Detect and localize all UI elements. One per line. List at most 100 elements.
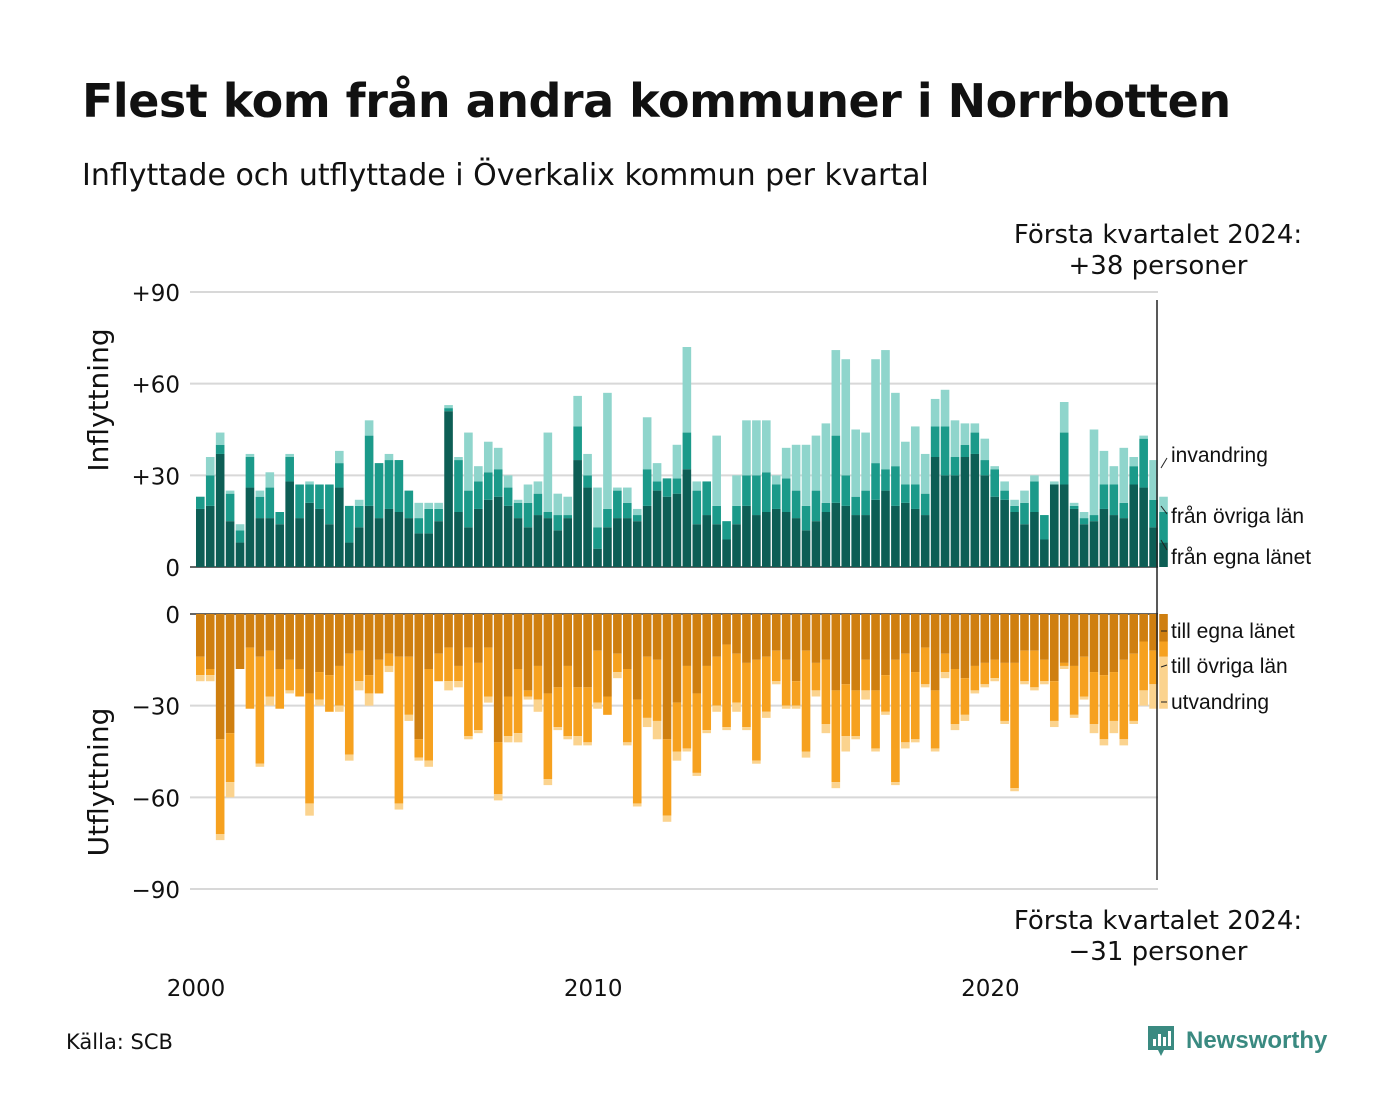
bar-in-3 bbox=[1089, 429, 1099, 516]
bar-out-1 bbox=[742, 614, 751, 663]
bar-out-2 bbox=[752, 659, 761, 761]
bar-out-3 bbox=[1010, 788, 1019, 792]
bar-out-3 bbox=[901, 742, 910, 749]
bar-out-2 bbox=[573, 687, 582, 737]
bar-in-2 bbox=[910, 484, 920, 509]
bar-out-1 bbox=[483, 614, 493, 648]
bar-out-2 bbox=[265, 650, 275, 697]
bar-in-2 bbox=[573, 426, 582, 461]
bars-inflyttning bbox=[196, 347, 1168, 567]
bar-in-1 bbox=[672, 493, 682, 567]
bar-out-3 bbox=[1149, 684, 1158, 709]
bar-in-2 bbox=[1000, 490, 1009, 500]
bar-out-2 bbox=[603, 696, 612, 715]
bar-out-1 bbox=[464, 614, 473, 648]
bar-in-2 bbox=[881, 469, 890, 491]
bar-in-2 bbox=[543, 512, 553, 519]
bar-in-2 bbox=[275, 512, 285, 525]
bar-out-1 bbox=[474, 614, 483, 663]
bar-in-1 bbox=[513, 518, 523, 567]
bar-in-1 bbox=[662, 496, 672, 567]
bar-out-3 bbox=[404, 714, 414, 721]
bar-in-1 bbox=[285, 481, 294, 567]
bar-in-1 bbox=[483, 499, 493, 567]
bar-in-1 bbox=[732, 524, 741, 567]
bar-in-2 bbox=[424, 508, 433, 534]
bar-in-3 bbox=[950, 420, 960, 457]
bar-out-3 bbox=[791, 705, 801, 709]
bar-out-3 bbox=[1020, 681, 1029, 685]
bar-in-1 bbox=[762, 512, 771, 567]
bar-out-1 bbox=[245, 614, 255, 648]
bar-in-2 bbox=[831, 435, 841, 503]
bar-in-1 bbox=[404, 518, 414, 567]
bar-out-1 bbox=[891, 614, 900, 660]
bar-in-1 bbox=[960, 457, 970, 567]
bar-in-1 bbox=[1059, 484, 1069, 567]
bar-in-1 bbox=[394, 512, 404, 567]
bar-out-1 bbox=[225, 614, 235, 734]
bar-in-2 bbox=[245, 457, 255, 488]
bar-out-1 bbox=[603, 614, 612, 697]
bar-out-2 bbox=[503, 696, 513, 737]
bar-out-2 bbox=[474, 662, 483, 731]
bar-out-3 bbox=[1159, 656, 1168, 709]
bar-out-2 bbox=[285, 659, 294, 691]
bar-in-1 bbox=[801, 530, 811, 567]
bar-out-2 bbox=[1079, 656, 1089, 697]
bar-out-1 bbox=[881, 614, 890, 676]
bar-out-2 bbox=[920, 647, 930, 685]
bar-in-2 bbox=[771, 484, 781, 509]
bar-out-3 bbox=[414, 757, 424, 761]
bar-in-3 bbox=[603, 392, 612, 509]
bar-out-2 bbox=[325, 675, 334, 712]
bar-out-2 bbox=[553, 687, 563, 728]
bar-out-2 bbox=[831, 690, 841, 783]
bar-in-1 bbox=[235, 542, 245, 567]
bar-in-2 bbox=[1089, 515, 1099, 522]
bar-out-3 bbox=[483, 696, 493, 703]
bar-out-2 bbox=[821, 659, 831, 724]
bar-in-2 bbox=[315, 484, 324, 509]
bar-out-2 bbox=[523, 690, 533, 697]
bar-out-3 bbox=[990, 678, 999, 682]
bar-out-2 bbox=[335, 665, 344, 706]
bar-in-3 bbox=[752, 420, 761, 476]
bar-in-1 bbox=[1119, 518, 1129, 567]
bar-out-2 bbox=[1040, 659, 1049, 682]
bar-in-1 bbox=[553, 530, 563, 567]
bar-in-1 bbox=[503, 505, 513, 567]
bar-out-3 bbox=[424, 760, 433, 767]
bar-out-1 bbox=[781, 614, 791, 660]
bar-out-1 bbox=[1089, 614, 1099, 673]
bar-out-3 bbox=[583, 742, 592, 746]
bar-in-1 bbox=[652, 490, 662, 567]
bar-out-3 bbox=[543, 779, 553, 786]
bar-in-2 bbox=[285, 457, 294, 482]
bar-out-1 bbox=[513, 614, 523, 669]
bar-out-1 bbox=[980, 614, 990, 663]
bar-in-1 bbox=[781, 512, 791, 567]
ytick-label: +30 bbox=[131, 464, 180, 490]
bar-out-1 bbox=[1069, 614, 1079, 666]
bar-out-2 bbox=[613, 653, 622, 673]
bar-in-3 bbox=[861, 432, 870, 491]
bar-in-2 bbox=[722, 521, 731, 540]
bar-in-2 bbox=[255, 496, 265, 519]
bar-in-1 bbox=[384, 508, 394, 567]
bar-in-1 bbox=[950, 475, 960, 567]
bar-out-1 bbox=[1049, 614, 1059, 682]
bar-in-1 bbox=[295, 518, 304, 567]
bar-out-1 bbox=[871, 614, 880, 691]
bar-in-1 bbox=[742, 505, 751, 567]
bar-out-1 bbox=[1109, 614, 1119, 673]
bar-in-3 bbox=[1109, 466, 1119, 485]
bar-in-1 bbox=[205, 505, 215, 567]
bar-out-1 bbox=[1059, 614, 1069, 663]
bar-in-3 bbox=[1099, 450, 1109, 485]
bar-in-3 bbox=[1139, 435, 1148, 439]
bar-in-1 bbox=[642, 505, 652, 567]
bar-out-2 bbox=[394, 656, 404, 804]
bar-out-2 bbox=[980, 662, 990, 685]
bar-out-2 bbox=[513, 669, 523, 734]
